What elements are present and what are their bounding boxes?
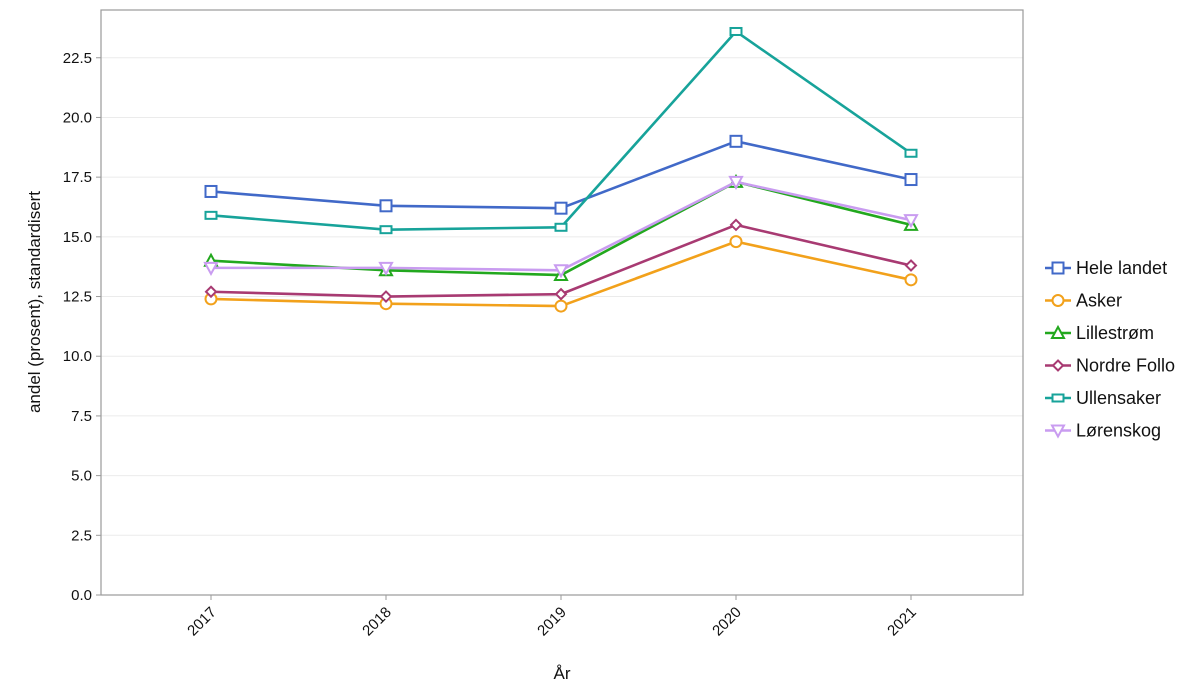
x-axis: 2017 2018 2019 2020 2021 — [184, 595, 920, 639]
legend-label: Ullensaker — [1076, 388, 1161, 408]
series-group — [203, 26, 919, 313]
x-axis-title: År — [554, 664, 571, 683]
data-point — [904, 259, 918, 272]
data-point — [554, 287, 568, 301]
y-tick-label: 15.0 — [63, 229, 92, 246]
y-axis: 0.0 2.5 5.0 7.5 10.0 12.5 15.0 17.5 20.0 22.5 — [63, 50, 101, 604]
data-point — [204, 285, 218, 299]
legend-marker — [1051, 261, 1065, 275]
series-asker — [204, 235, 918, 313]
legend-marker — [1051, 359, 1065, 372]
data-point — [729, 218, 743, 232]
data-point — [204, 210, 218, 220]
y-tick-label: 2.5 — [71, 527, 92, 544]
legend-entry: Lillestrøm — [1045, 323, 1154, 343]
legend-entry: Asker — [1045, 291, 1122, 311]
x-tick-label: 2019 — [534, 604, 570, 640]
y-tick-label: 0.0 — [71, 587, 92, 604]
data-point — [203, 261, 219, 276]
y-tick-label: 20.0 — [63, 109, 92, 126]
data-point — [554, 201, 568, 215]
y-axis-title: andel (prosent), standardisert — [25, 191, 44, 413]
y-tick-label: 17.5 — [63, 169, 92, 186]
legend-marker — [1050, 324, 1066, 339]
x-tick-label: 2021 — [884, 604, 920, 640]
data-point — [904, 273, 918, 287]
series-line — [210, 223, 912, 298]
plot-area-frame — [100, 9, 1024, 596]
legend-label: Asker — [1076, 291, 1122, 311]
data-point — [729, 26, 743, 36]
legend-label: Lillestrøm — [1076, 323, 1154, 343]
x-tick-label: 2018 — [359, 604, 395, 640]
data-point — [729, 235, 743, 249]
legend-entry: Ullensaker — [1045, 388, 1161, 408]
data-point — [903, 214, 919, 229]
x-tick-label: 2020 — [709, 604, 745, 640]
data-point — [554, 299, 568, 313]
legend: Hele landet Asker Lillestrøm Nordre Follo Ul… — [1045, 258, 1175, 441]
y-tick-label: 22.5 — [63, 50, 92, 67]
data-point — [729, 134, 743, 148]
data-point — [904, 173, 918, 187]
data-point — [204, 184, 218, 198]
legend-marker — [1050, 424, 1066, 439]
data-point — [904, 148, 918, 158]
legend-label: Lørenskog — [1076, 421, 1161, 441]
series-ullensaker — [204, 26, 918, 235]
legend-label: Hele landet — [1076, 258, 1167, 278]
y-tick-label: 12.5 — [63, 289, 92, 306]
legend-label: Nordre Follo — [1076, 356, 1175, 376]
data-point — [379, 225, 393, 235]
series-hele-landet — [204, 134, 918, 215]
legend-entry: Lørenskog — [1045, 421, 1161, 441]
x-tick-label: 2017 — [184, 604, 220, 640]
data-point — [728, 175, 744, 191]
y-tick-label: 5.0 — [71, 468, 92, 485]
y-tick-label: 10.0 — [63, 348, 92, 365]
data-point — [554, 222, 568, 232]
series-lørenskog — [203, 175, 919, 279]
legend-entry: Hele landet — [1045, 258, 1167, 278]
data-point — [553, 264, 569, 279]
legend-marker — [1051, 294, 1065, 307]
legend-marker — [1051, 393, 1065, 403]
data-point — [379, 290, 393, 303]
y-tick-label: 7.5 — [71, 408, 92, 425]
data-point — [378, 261, 394, 276]
legend-entry: Nordre Follo — [1045, 356, 1175, 376]
series-nordre-follo — [204, 218, 918, 303]
data-point — [379, 199, 393, 213]
